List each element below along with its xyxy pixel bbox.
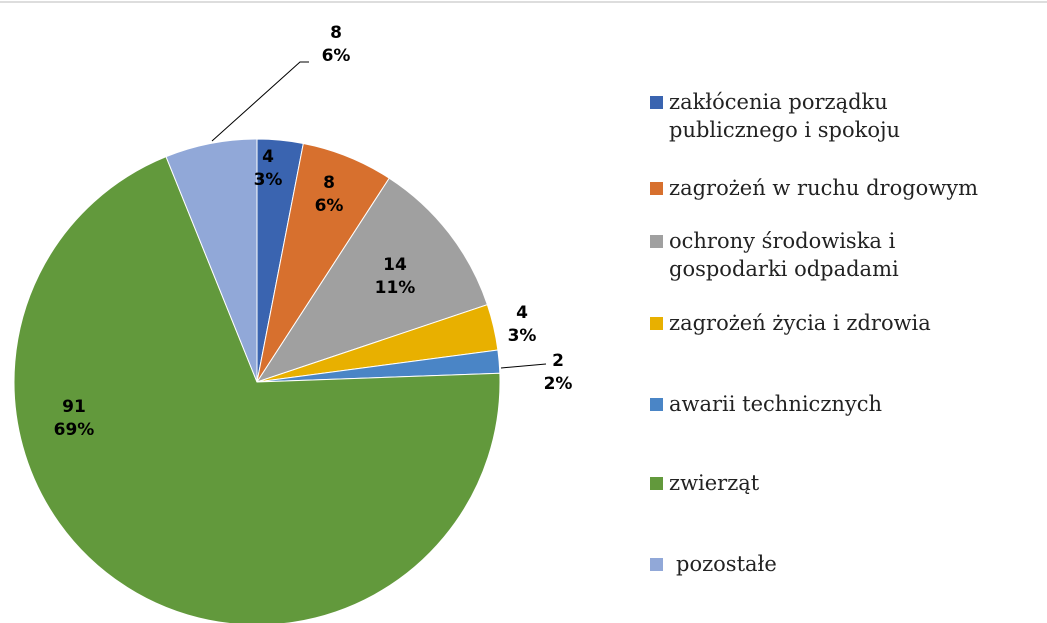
data-label-value: 4 [516,303,528,323]
legend-swatch [650,477,663,490]
data-label-percent: 2% [544,374,573,394]
data-label-value: 8 [330,23,342,43]
data-label-percent: 69% [54,420,95,440]
legend-label: pozostałe [676,552,777,576]
legend-swatch [650,317,663,330]
legend-swatch [650,235,663,248]
data-label: 8 6% [315,173,344,216]
leader-line [211,61,309,142]
data-label-percent: 6% [315,196,344,216]
pie-slice [13,156,501,623]
data-label: 4 3% [508,303,537,346]
data-label-percent: 11% [375,278,416,298]
legend-item: zakłócenia porządku publicznego i spokoj… [650,88,969,144]
data-label-percent: 3% [254,170,283,190]
data-label: 14 11% [375,255,416,298]
legend-item: pozostałe [650,550,1046,578]
pie-slice [165,138,258,383]
legend-item: zagrożeń w ruchu drogowym [650,174,1039,202]
data-label-value: 2 [552,351,564,371]
legend-item: awarii technicznych [650,390,1039,418]
data-label-value: 4 [262,147,274,167]
legend-label: zakłócenia porządku publicznego i spokoj… [669,90,901,142]
data-label: 4 3% [254,147,283,190]
legend-swatch [650,398,663,411]
legend-swatch [650,182,663,195]
legend-label: zwierząt [669,471,760,495]
legend-swatch [650,558,663,571]
data-label-percent: 6% [322,46,351,66]
data-label: 8 6% [322,23,351,66]
legend-label: zagrożeń życia i zdrowia [669,311,931,335]
legend-label: zagrożeń w ruchu drogowym [669,176,979,200]
legend-item: zwierząt [650,469,1039,497]
legend-item: ochrony środowiska i gospodarki odpadami [650,227,969,283]
legend-label: ochrony środowiska i gospodarki odpadami [669,229,899,281]
legend-item: zagrożeń życia i zdrowia [650,309,1039,337]
legend-swatch [650,96,663,109]
data-label: 91 69% [54,397,95,440]
data-label-value: 91 [62,397,86,417]
leader-line [500,363,547,369]
pie-slice [255,177,489,383]
data-label-value: 14 [383,255,407,275]
data-label: 2 2% [544,351,573,394]
data-label-percent: 3% [508,326,537,346]
legend-label: awarii technicznych [669,392,883,416]
data-label-value: 8 [323,173,335,193]
